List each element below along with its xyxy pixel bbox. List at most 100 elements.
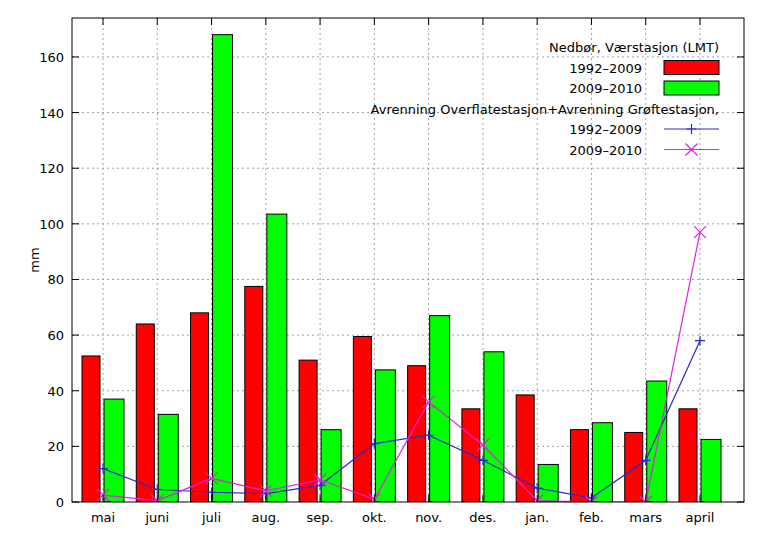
tick: [700, 18, 701, 25]
bar: [245, 286, 263, 502]
tick: [737, 446, 744, 447]
tick: [737, 223, 744, 224]
tick: [428, 18, 429, 25]
tick-label: 20: [47, 439, 64, 454]
tick: [157, 18, 158, 25]
marker: [314, 474, 326, 486]
bar: [321, 430, 341, 502]
tick-label: juni: [144, 510, 169, 525]
tick: [737, 279, 744, 280]
tick: [103, 495, 104, 502]
marker: [585, 496, 597, 502]
chart: 020406080100120140160maijunijuliaug.sep.…: [0, 0, 769, 536]
tick: [537, 18, 538, 25]
legend-label: 2009–2010: [569, 143, 642, 158]
marker: [478, 455, 488, 465]
marker: [97, 489, 109, 501]
tick: [737, 335, 744, 336]
bar: [516, 395, 534, 502]
marker: [423, 396, 435, 408]
tick: [211, 18, 212, 25]
tick: [103, 18, 104, 25]
bar: [82, 356, 100, 502]
tick: [645, 495, 646, 502]
tick-label: 0: [56, 495, 64, 510]
marker: [369, 439, 379, 449]
bar: [484, 352, 504, 502]
tick: [72, 112, 79, 113]
tick-label: nov.: [415, 510, 442, 525]
grid-line: [265, 18, 266, 502]
plot-frame: [72, 18, 744, 502]
bar: [570, 430, 588, 502]
grid-line: [428, 18, 429, 502]
tick-label: april: [686, 510, 715, 525]
tick: [374, 495, 375, 502]
tick: [645, 18, 646, 25]
grid: [72, 18, 744, 502]
tick: [737, 112, 744, 113]
tick: [737, 502, 744, 503]
line: [103, 232, 700, 502]
tick: [700, 495, 701, 502]
legend: Nedbør, Værstasjon (LMT)1992–20092009–20…: [371, 40, 719, 158]
bar: [213, 35, 233, 502]
bar: [158, 414, 178, 502]
bar: [679, 409, 697, 502]
line: [103, 341, 700, 498]
tick-label: 100: [39, 217, 64, 232]
marker: [532, 483, 542, 493]
tick: [320, 495, 321, 502]
grid-line: [72, 335, 744, 336]
plot-marks: [82, 35, 721, 502]
marker: [98, 464, 108, 474]
bar: [462, 409, 480, 502]
legend-swatch: [664, 81, 719, 95]
tick: [72, 168, 79, 169]
tick: [428, 495, 429, 502]
marker: [315, 480, 325, 490]
tick-label: sep.: [307, 510, 334, 525]
marker: [686, 144, 698, 156]
grid-line: [72, 168, 744, 169]
tick: [737, 168, 744, 169]
legend-title: Avrenning Overflatestasjon+Avrenning Grø…: [371, 102, 719, 117]
marker: [424, 430, 434, 440]
marker: [368, 493, 380, 502]
tick: [72, 446, 79, 447]
marker: [586, 493, 596, 502]
tick: [482, 18, 483, 25]
bar: [375, 370, 395, 502]
bar: [104, 399, 124, 502]
marker: [206, 472, 218, 484]
marker: [477, 439, 489, 451]
tick-label: 80: [47, 272, 64, 287]
tick: [591, 18, 592, 25]
marker: [687, 124, 697, 134]
legend-label: 1992–2009: [569, 122, 642, 137]
tick: [72, 279, 79, 280]
grid-line: [537, 18, 538, 502]
tick-label: feb.: [579, 510, 604, 525]
marker: [694, 226, 706, 238]
tick-label: juli: [201, 510, 221, 525]
tick: [537, 495, 538, 502]
grid-line: [482, 18, 483, 502]
grid-line: [320, 18, 321, 502]
tick: [72, 390, 79, 391]
tick-label: 160: [39, 50, 64, 65]
tick: [265, 495, 266, 502]
grid-line: [645, 18, 646, 502]
tick: [737, 56, 744, 57]
marker: [151, 495, 163, 502]
tick-label: okt.: [362, 510, 387, 525]
tick: [265, 18, 266, 25]
tick: [72, 56, 79, 57]
marker: [640, 496, 652, 502]
tick-label: aug.: [252, 510, 281, 525]
grid-line: [157, 18, 158, 502]
tick-label: des.: [469, 510, 496, 525]
legend-label: 1992–2009: [569, 61, 642, 76]
tick: [72, 223, 79, 224]
tick: [482, 495, 483, 502]
